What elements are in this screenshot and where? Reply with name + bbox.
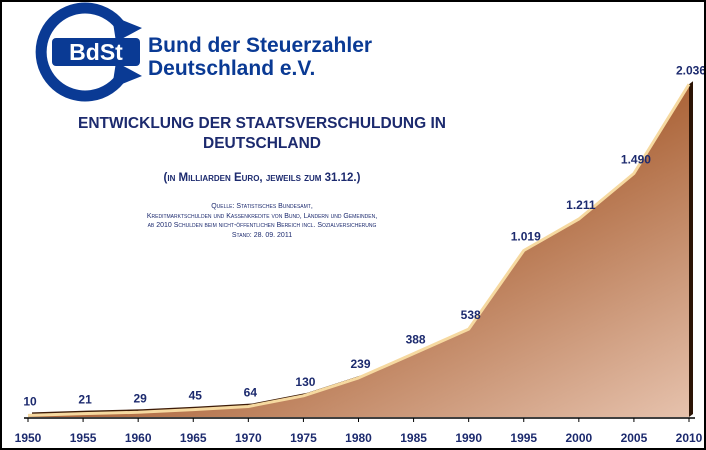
data-label: 10 xyxy=(23,394,37,408)
organization-name-line2: Deutschland e.V. xyxy=(148,57,316,80)
x-tick-label: 1990 xyxy=(455,431,482,445)
x-tick-label: 2000 xyxy=(565,431,592,445)
x-tick-label: 1965 xyxy=(180,431,207,445)
data-label: 239 xyxy=(350,357,370,371)
data-label: 64 xyxy=(244,386,258,400)
logo-arrow-ring xyxy=(35,2,127,102)
series-area xyxy=(28,84,689,418)
x-tick-label: 1960 xyxy=(125,431,152,445)
organization-name-line1: Bund der Steuerzahler xyxy=(148,34,373,57)
logo-bar xyxy=(52,38,140,66)
data-label: 21 xyxy=(78,393,92,407)
logo-arrow-tail xyxy=(112,62,142,88)
plot-area: 1950 10 1955 21 1960 29 1965 45 1970 64 1975 130 198… xyxy=(15,63,704,445)
data-label: 29 xyxy=(133,391,147,405)
x-tick-label: 2010 xyxy=(676,431,703,445)
data-label: 45 xyxy=(189,389,203,403)
x-tick-label: 1985 xyxy=(400,431,427,445)
chart-subtitle: (in Milliarden Euro, jeweils zum 31.12.) xyxy=(163,172,361,184)
data-label: 388 xyxy=(406,333,426,347)
logo-text: BdSt xyxy=(69,39,123,65)
logo-arrow-head xyxy=(112,16,142,42)
series-ridge xyxy=(27,83,691,417)
x-tick-label: 1970 xyxy=(235,431,262,445)
data-label: 1.019 xyxy=(511,230,541,244)
x-tick-label: 2005 xyxy=(621,431,648,445)
data-label: 1.490 xyxy=(621,153,651,167)
source-note: Quelle: Statistisches Bundesamt, Kreditm… xyxy=(146,203,378,239)
area-side xyxy=(689,81,693,418)
data-label: 130 xyxy=(295,375,315,389)
data-label: 1.211 xyxy=(566,198,596,212)
x-tick-label: 1950 xyxy=(15,431,42,445)
x-tick-label: 1955 xyxy=(70,431,97,445)
data-label: 538 xyxy=(461,308,481,322)
x-tick-label: 1980 xyxy=(345,431,372,445)
x-tick-label: 1975 xyxy=(290,431,317,445)
data-label: 2.036 xyxy=(676,63,704,77)
chart-title: ENTWICKLUNG DER STAATSVERSCHULDUNG IN DE… xyxy=(78,115,446,152)
bdst-logo: BdSt xyxy=(35,2,142,102)
x-tick-label: 1995 xyxy=(510,431,537,445)
